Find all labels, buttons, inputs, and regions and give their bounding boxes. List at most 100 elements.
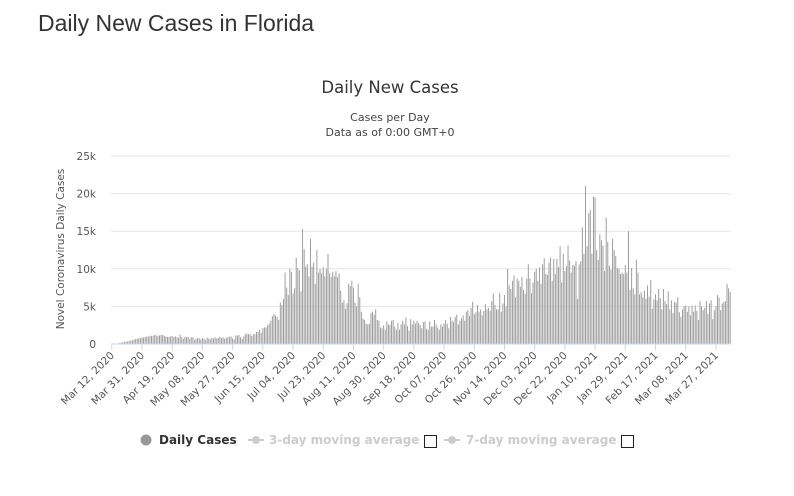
bar [620, 274, 621, 344]
gridlines [111, 155, 731, 307]
bar [125, 341, 127, 344]
bar [677, 297, 679, 344]
bar [154, 334, 156, 344]
bar [434, 319, 435, 344]
legend-item-daily-cases[interactable]: Daily Cases [140, 433, 237, 447]
legend-item-7-day-average[interactable]: 7-day moving average [444, 433, 634, 448]
bar [343, 300, 345, 344]
bar [421, 328, 423, 344]
bar [147, 336, 149, 344]
legend-3-day-checkbox[interactable] [424, 435, 437, 448]
bar [456, 314, 458, 344]
bar [666, 304, 668, 344]
bar [228, 336, 230, 344]
bar [470, 307, 472, 344]
bar [181, 337, 183, 344]
bar [491, 301, 493, 344]
bar [545, 274, 547, 344]
bar [580, 261, 582, 344]
bar [484, 304, 486, 344]
bar [550, 257, 552, 344]
bar [683, 306, 685, 344]
bar [317, 272, 319, 344]
bar [508, 285, 510, 344]
bar [728, 288, 730, 344]
bar [610, 269, 612, 344]
bar [216, 338, 218, 344]
bar [362, 318, 364, 344]
bar [513, 275, 515, 344]
bar [655, 294, 656, 344]
bar [486, 309, 488, 344]
bar [424, 321, 426, 344]
bar [604, 271, 606, 344]
bar [337, 277, 339, 344]
bar [578, 264, 580, 344]
bar [659, 298, 661, 344]
y-tick-label: 25k [77, 151, 97, 163]
bar [454, 316, 456, 344]
bar [349, 286, 351, 344]
bar [376, 319, 378, 344]
bar [492, 293, 494, 344]
bar [565, 265, 567, 344]
bar [182, 338, 184, 344]
bar [478, 311, 480, 344]
bar [300, 291, 302, 344]
bar [230, 336, 232, 344]
bar [640, 292, 642, 344]
bar [712, 319, 714, 344]
bar [422, 322, 424, 344]
bar [276, 316, 278, 344]
bar [561, 282, 563, 344]
bar [284, 272, 286, 344]
x-tick-label: Mar 12, 2020 [59, 350, 117, 408]
bar [316, 250, 318, 344]
bar [457, 324, 459, 344]
bar [717, 295, 718, 344]
bar [570, 272, 572, 344]
bar [364, 319, 366, 344]
bar [569, 260, 571, 344]
bar [526, 278, 528, 344]
bar [682, 309, 683, 344]
bar [163, 335, 165, 344]
bar [662, 289, 664, 344]
bar [573, 265, 575, 344]
bar [643, 290, 645, 344]
bar [670, 300, 672, 344]
bar [352, 287, 354, 344]
bar [303, 249, 305, 344]
bar [427, 329, 429, 344]
page-title: Daily New Cases in Florida [38, 10, 315, 36]
legend-7-day-dot-icon [448, 436, 456, 444]
bar [173, 336, 175, 344]
y-tick-label: 10k [77, 264, 97, 276]
bar [295, 257, 297, 344]
bar [558, 267, 559, 344]
bar [171, 336, 173, 344]
bar [475, 312, 477, 344]
legend-3-day-dot-icon [252, 436, 260, 444]
bar [305, 266, 307, 344]
bar [378, 320, 380, 344]
bar [149, 336, 151, 344]
bar [370, 313, 372, 344]
bar [713, 310, 715, 344]
bar [627, 231, 629, 344]
bar [236, 335, 238, 344]
bar [483, 310, 485, 344]
bar [152, 335, 154, 344]
bar [618, 268, 620, 344]
bar [283, 298, 284, 344]
bar [332, 271, 334, 344]
y-tick-label: 5k [83, 301, 97, 313]
legend-item-3-day-average[interactable]: 3-day moving average [248, 433, 437, 448]
bar [656, 300, 658, 344]
bar [462, 315, 464, 344]
bar [373, 314, 375, 344]
legend-7-day-checkbox[interactable] [621, 435, 634, 448]
bar [667, 291, 669, 344]
bar [120, 342, 122, 344]
